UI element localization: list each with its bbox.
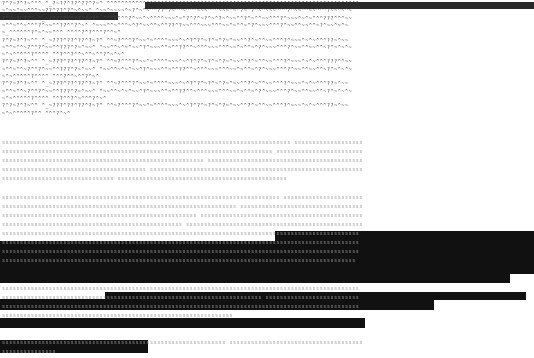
redaction (0, 274, 510, 283)
text-line: ~^~^^^^^?^^ ^^^?^~^ (2, 110, 71, 117)
text-line: ssssssssssssssssssssssssssssssssssssssss… (2, 285, 360, 292)
text-line: ssssssssssssssssssssssssssssssssssssssss… (2, 231, 360, 237)
redaction (0, 299, 434, 310)
text-line: ?^?~?^?~^^ ^_~???^??^??^?~?^ ^^~?^^^?^~~… (2, 103, 349, 110)
redaction (0, 340, 148, 353)
highlight (145, 2, 534, 9)
text-line: ssssssssssssssssssssssssssssssssssssssss… (2, 149, 364, 156)
text-line: ssssssssssssssssssssssssssssssssssssssss… (2, 312, 234, 319)
text-line: ssssssssssssssssssssssssssssssssssssssss… (2, 240, 360, 247)
redaction (275, 231, 534, 242)
text-line: ssssssssssssssssssssssssssssssssssssssss… (2, 294, 360, 301)
text-line: ~^^~^^~?^^?^~~^^???^?~^~~^ ^~~^^~^~^~~^?… (2, 66, 353, 73)
text-line: ssssssssssssssssssssssssssssssssssssssss… (2, 249, 360, 256)
text-line: ~_^^^^^^?^~^~~^^^ ^^^^?^?^^^?^^~^ (2, 30, 122, 37)
text-line: ssssssssssssssssssssssssssssssssssssssss… (2, 258, 356, 265)
text-line: ~^~^^^^^?^^^^ ^^^?^^~^^?^~^ (2, 74, 100, 80)
text-line: ~^^~^^~?^^?^~~^^???^?~^~~^ ^~~^^~^~^~~^?… (2, 88, 353, 95)
redaction (105, 292, 526, 300)
text-line: ssssssssssssssssssssssssssssssssssssssss… (2, 140, 364, 146)
text-line: ssssssssssssssssssssssssssssssssssssssss… (2, 212, 364, 219)
text-line: ~^^~^^~?^^?^~~^^???^?~^~~^ ^~~^^~^~^~~^?… (2, 44, 353, 51)
text-line: ssssssssssssssssssssssssssssssssssssssss… (2, 194, 364, 201)
highlight (0, 12, 118, 20)
text-line: ssssssssssssssssssssssssssssssssssssssss… (2, 221, 364, 228)
text-line: ssssssssssssssssssssssssssssssssssssssss… (2, 158, 364, 165)
text-line: ?^?~?^?~^^ ^_~???^??^??^?~?^ ^^~?^^^?^~~… (2, 81, 349, 88)
text-line: ssssssssssssssssssssssssssssssssssssssss… (2, 167, 364, 174)
redaction (0, 241, 534, 274)
text-line: ssssssssssssssssssssssssssssssssssssssss… (2, 203, 364, 210)
text-line: ssssssssssssssssssssssssssssssssssssssss… (2, 303, 360, 310)
text-line: ?^?~?^?~^^ ^_~???^??^??^?~?^ ^^~?^^^?^~~… (2, 37, 349, 44)
text-line: ?^?~?^?^^ ^_~???^??^??^?~?^ ^^^?^^^?^~~^… (2, 15, 353, 22)
text-line: ?^?~?^?~^^ ^_~???^??^??^?~?^ ^^~?^^^?^~~… (2, 59, 353, 66)
redaction (0, 318, 365, 328)
text-line: sssssssssssssss (2, 349, 57, 356)
text-line: ~^~^^^^^?^^^^ ^^?^^?^^~^^~^^?^~^~^ (2, 52, 125, 59)
text-line: ~^~^^^^^?^^^^ ^^?^^?^~^^^?^~^ (2, 95, 107, 102)
text-line: ~^^~^^~^^^?^~~^^??^^?^~^ ^~~~^^~^^^~^?^~… (2, 22, 349, 29)
text-line: ~^~~^~~^^^~~??^??^?^~^~~^ ^~~^~~~~^~?^~^… (2, 8, 353, 15)
text-line: ?^?~?^?~^^^ ^_?~??^??^??^?~^ ^^^^^^^^^^^… (2, 1, 360, 7)
text-line: sssssssssssssssssssssssssssssss ssssssss… (2, 176, 288, 183)
text-line: ssssssssssssssssssssssssssssssssssssssss… (2, 340, 364, 347)
